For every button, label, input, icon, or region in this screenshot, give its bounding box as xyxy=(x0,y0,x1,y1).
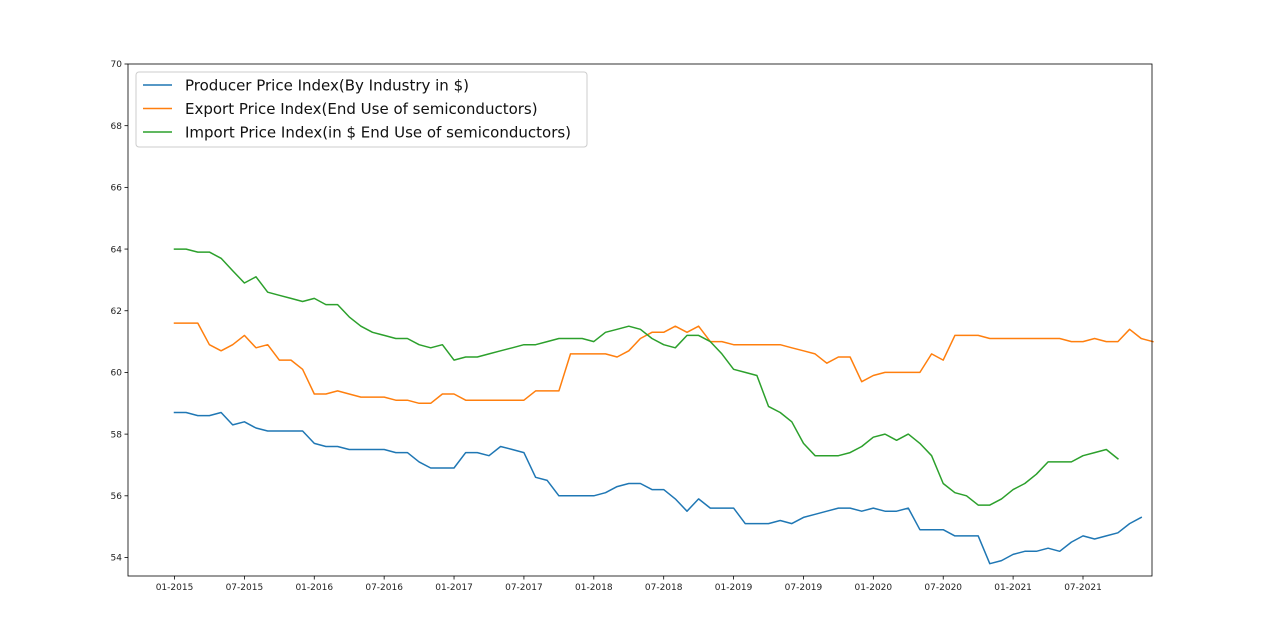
x-tick-label: 01-2017 xyxy=(435,583,473,593)
y-tick-label: 54 xyxy=(111,554,123,564)
y-tick-label: 62 xyxy=(111,307,122,317)
x-tick-label: 07-2017 xyxy=(505,583,543,593)
y-tick-label: 66 xyxy=(111,184,123,194)
y-tick-label: 60 xyxy=(111,369,123,379)
legend-box xyxy=(135,71,588,148)
x-tick-label: 01-2018 xyxy=(575,583,613,593)
y-tick-label: 70 xyxy=(111,60,123,70)
x-tick-label: 07-2021 xyxy=(1064,583,1102,593)
x-tick-label: 01-2016 xyxy=(295,583,333,593)
x-tick-label: 07-2016 xyxy=(365,583,403,593)
series-line-3 xyxy=(173,248,1119,506)
x-tick-label: 07-2018 xyxy=(645,583,683,593)
x-tick-label: 07-2019 xyxy=(785,583,823,593)
x-tick-label: 01-2020 xyxy=(855,583,893,593)
y-tick-label: 64 xyxy=(111,245,123,255)
x-tick-label: 01-2021 xyxy=(994,583,1032,593)
legend-label-3: Import Price Index(in $ End Use of semic… xyxy=(185,124,571,142)
y-tick-label: 68 xyxy=(111,122,123,132)
series-line-1 xyxy=(173,411,1143,565)
x-tick-label: 01-2015 xyxy=(156,583,194,593)
legend-label-1: Producer Price Index(By Industry in $) xyxy=(185,77,469,95)
series-layer xyxy=(173,248,1154,565)
series-line-2 xyxy=(173,322,1154,405)
axes-layer: 54 56 58 60 62 64 66 68 70 01-2015 07-2015 01-2016 0… xyxy=(111,60,1153,593)
legend: Producer Price Index(By Industry in $) Ex… xyxy=(135,71,588,148)
y-tick-label: 58 xyxy=(111,430,123,440)
x-tick-label: 07-2020 xyxy=(924,583,962,593)
plot-frame xyxy=(127,63,1153,577)
x-tick-label: 01-2019 xyxy=(715,583,753,593)
y-tick-label: 56 xyxy=(111,492,123,502)
legend-label-2: Export Price Index(End Use of semiconduc… xyxy=(185,100,538,118)
x-tick-label: 07-2015 xyxy=(226,583,264,593)
